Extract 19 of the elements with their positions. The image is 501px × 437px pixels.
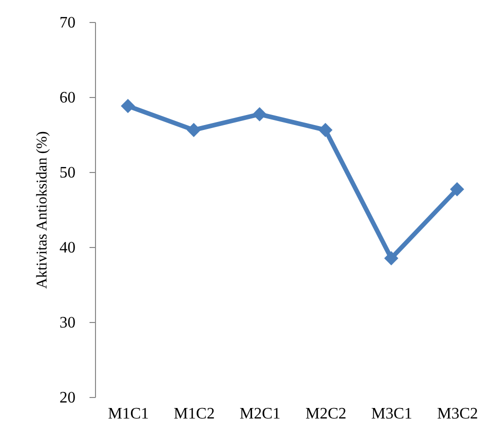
point: [450, 182, 464, 196]
y-tick-label: 70: [60, 14, 76, 32]
point: [186, 122, 201, 138]
point: [120, 98, 135, 114]
x-tick-label: M3C1: [371, 406, 412, 422]
y-tick-label: 50: [60, 164, 76, 182]
x-tick-label: M2C1: [240, 406, 281, 422]
point: [318, 122, 332, 138]
x-tick-label: M3C2: [437, 406, 478, 422]
y-tick-label: 20: [60, 390, 76, 406]
point: [384, 251, 398, 266]
x-tick-label: M1C1: [108, 406, 149, 422]
x-tick-label: M1C2: [174, 406, 215, 422]
y-tick-label: 60: [60, 90, 76, 106]
x-tick-label: M2C2: [305, 406, 346, 422]
point: [252, 107, 267, 122]
y-tick-label: 40: [60, 240, 76, 256]
y-axis-title: Aktivitas Antioksidan (%): [34, 131, 50, 289]
y-tick-label: 30: [60, 314, 76, 332]
